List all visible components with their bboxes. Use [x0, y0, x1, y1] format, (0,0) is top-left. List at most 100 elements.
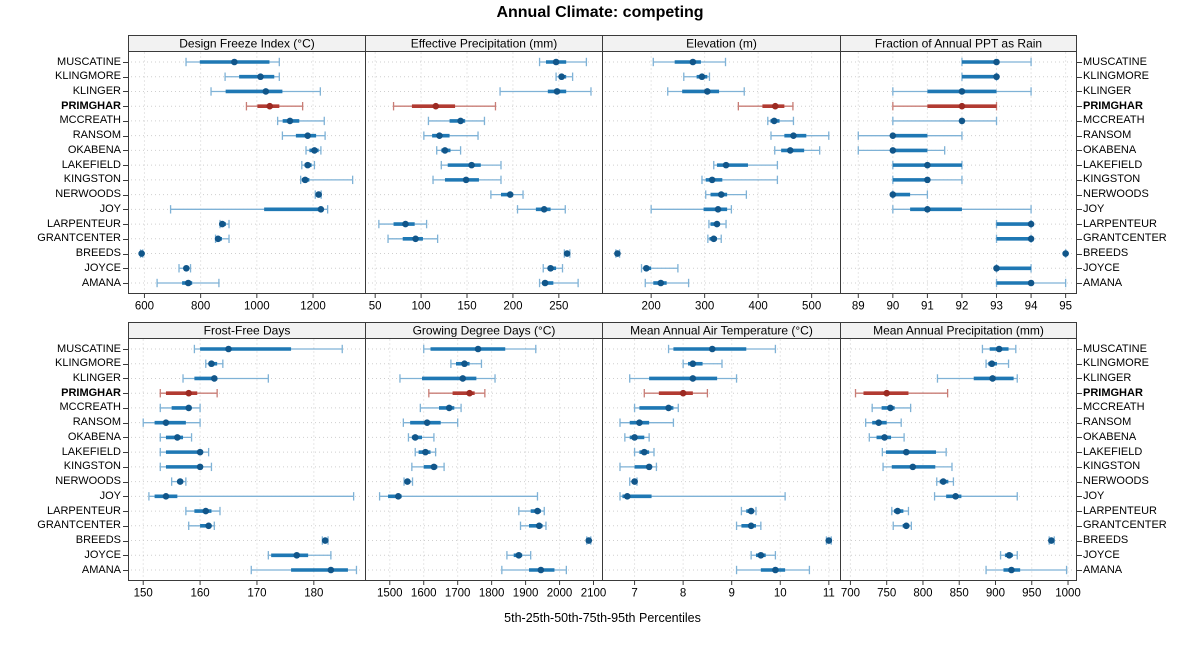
median-dot [162, 419, 170, 426]
site-label-left-PRIMGHAR: PRIMGHAR [61, 99, 121, 112]
percentile-row-GRANTCENTER [892, 521, 913, 530]
x-tick-label: 50 [369, 301, 382, 313]
site-label-left-KLINGER: KLINGER [72, 84, 121, 97]
median-dot [881, 434, 888, 441]
percentile-row-LARPENTEUR [218, 219, 230, 229]
percentile-row-MUSCATINE [652, 57, 727, 67]
row-tick [1077, 224, 1082, 226]
row-tick [1077, 525, 1082, 527]
median-dot [924, 161, 931, 169]
percentile-row-LARPENTEUR [740, 506, 757, 516]
median-dot [534, 507, 541, 515]
row-tick [123, 525, 128, 527]
percentile-row-MCCREATH [767, 116, 795, 126]
percentile-row-GRANTCENTER [214, 234, 230, 243]
row-tick [1077, 120, 1082, 122]
site-label-left-AMANA: AMANA [81, 563, 121, 576]
percentile-row-RANSOM [402, 418, 459, 427]
percentile-row-KLINGER [667, 87, 745, 96]
site-label-left-MCCREATH: MCCREATH [59, 114, 121, 127]
median-dot [717, 191, 725, 198]
row-tick [123, 437, 128, 439]
median-dot [714, 206, 722, 213]
percentile-row-NERWOODS [936, 477, 955, 486]
median-dot [679, 389, 687, 397]
median-dot [993, 264, 1000, 272]
x-tick-label: 170 [247, 588, 266, 600]
x-tick-label: 89 [852, 301, 865, 313]
median-dot [457, 117, 464, 125]
percentile-row-JOY [892, 205, 1032, 214]
site-label-right-NERWOODS: NERWOODS [1083, 475, 1149, 488]
site-label-left-KLINGMORE: KLINGMORE [54, 70, 121, 83]
median-dot [988, 360, 996, 368]
percentile-row-PRIMGHAR [159, 389, 218, 398]
percentile-row-KINGSTON [701, 175, 779, 185]
percentile-row-LAKEFIELD [159, 447, 210, 457]
median-dot [1005, 551, 1013, 559]
percentile-row-NERWOODS [171, 477, 187, 486]
median-dot [422, 448, 429, 456]
site-label-right-AMANA: AMANA [1083, 276, 1123, 289]
median-dot [924, 176, 931, 184]
median-dot [585, 537, 593, 544]
row-tick [123, 106, 128, 108]
percentile-row-KLINGMORE [224, 72, 280, 81]
median-dot [1048, 537, 1055, 544]
median-dot [889, 191, 897, 198]
percentile-row-MCCREATH [276, 116, 325, 126]
row-tick [1077, 253, 1082, 255]
row-tick [123, 150, 128, 152]
site-label-left-MCCREATH: MCCREATH [59, 401, 121, 414]
percentile-row-KLINGMORE [205, 359, 224, 368]
median-dot [790, 132, 797, 139]
x-tick-label: 1800 [479, 588, 505, 600]
percentile-row-BREEDS [1062, 249, 1069, 258]
median-dot [327, 566, 335, 574]
percentile-row-LARPENTEUR [185, 506, 221, 516]
row-tick [1077, 62, 1082, 63]
site-label-left-JOY: JOY [99, 489, 121, 502]
percentile-row-KINGSTON [159, 462, 213, 472]
site-label-right-NERWOODS: NERWOODS [1083, 188, 1149, 201]
median-dot [825, 537, 833, 544]
percentile-row-RANSOM [281, 131, 326, 140]
panel-Frost-Free Days: Frost-Free Days 150 160 170 180 [131, 324, 363, 600]
percentile-row-GRANTCENTER [707, 234, 722, 243]
percentile-row-PRIMGHAR [428, 389, 486, 398]
percentile-row-PRIMGHAR [643, 389, 709, 398]
row-tick [1077, 165, 1082, 167]
x-tick-label: 7 [631, 588, 637, 600]
percentile-row-BREEDS [585, 536, 593, 545]
median-dot [952, 493, 959, 500]
percentile-row-NERWOODS [490, 190, 524, 199]
percentile-row-OKABENA [159, 433, 193, 442]
percentile-row-KINGSTON [882, 462, 953, 472]
site-label-left-AMANA: AMANA [81, 276, 121, 289]
site-label-right-LAKEFIELD: LAKEFIELD [1083, 445, 1143, 458]
site-label-right-MCCREATH: MCCREATH [1083, 114, 1145, 127]
median-dot [430, 463, 438, 471]
row-tick [123, 466, 128, 468]
row-tick [1077, 511, 1082, 513]
median-dot [713, 220, 721, 228]
row-tick [1077, 363, 1082, 365]
row-tick [1077, 555, 1082, 557]
site-label-right-JOY: JOY [1083, 202, 1105, 215]
median-dot [939, 478, 947, 485]
row-tick [1077, 570, 1082, 571]
median-dot [411, 434, 419, 441]
x-tick-label: 500 [802, 301, 821, 313]
site-label-left-LARPENTEUR: LARPENTEUR [47, 504, 121, 517]
percentile-row-LAKEFIELD [892, 160, 963, 170]
site-label-left-PRIMGHAR: PRIMGHAR [61, 386, 121, 399]
site-label-right-OKABENA: OKABENA [1083, 430, 1137, 443]
median-dot [317, 206, 325, 213]
percentile-row-JOY [650, 205, 733, 214]
median-dot [640, 448, 648, 456]
percentile-row-JOYCE [993, 264, 1032, 273]
x-tick-label: 2100 [581, 588, 607, 600]
median-dot [183, 264, 190, 272]
x-tick-label: 1000 [244, 301, 270, 313]
